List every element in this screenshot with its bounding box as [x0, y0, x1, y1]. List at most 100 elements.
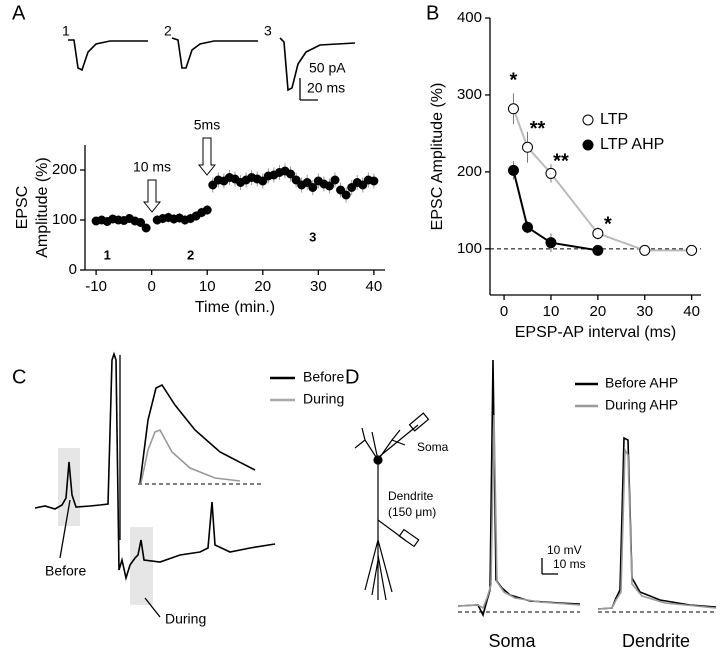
significance: **: [530, 118, 546, 140]
highlight: [130, 527, 153, 605]
x-tick-label: 30: [636, 303, 653, 320]
electrode-label: Dendrite: [388, 489, 434, 503]
annotation: 5ms: [194, 117, 220, 133]
y-axis-label: EPSC: [14, 186, 31, 230]
x-tick-label: 20: [254, 278, 271, 295]
point: [592, 244, 604, 256]
y-tick-label: 400: [457, 9, 482, 26]
x-tick-label: 20: [590, 303, 607, 320]
arrow: [142, 179, 162, 213]
significance: **: [553, 150, 569, 172]
point: [522, 141, 534, 153]
arrow: [144, 597, 161, 618]
y-tick-label: 200: [457, 163, 482, 180]
legend-label: During: [303, 391, 344, 407]
y-tick-label: 300: [457, 86, 482, 103]
trace: [140, 428, 241, 484]
legend-label: LTP: [600, 111, 628, 128]
significance: *: [510, 70, 518, 92]
point: [330, 175, 340, 185]
point: [358, 180, 368, 190]
trace: [597, 436, 717, 610]
x-tick-label: 40: [366, 278, 383, 295]
point: [136, 218, 146, 227]
point: [639, 244, 651, 256]
legend-label: LTP AHP: [600, 136, 664, 153]
trace: [457, 359, 581, 618]
point: [202, 205, 212, 215]
point: [592, 227, 604, 239]
neuron: [354, 412, 430, 601]
highlight: [58, 448, 80, 526]
arrow: [197, 137, 217, 176]
point: [545, 237, 557, 249]
arrow-label: During: [165, 611, 206, 627]
trace: [279, 37, 356, 92]
x-tick-label: 40: [683, 303, 700, 320]
arrow-label: Before: [45, 563, 86, 579]
x-tick-label: 10: [543, 303, 560, 320]
point: [141, 223, 151, 233]
x-axis-label: EPSP-AP interval (ms): [515, 324, 677, 341]
trace: [171, 37, 258, 69]
point: [686, 244, 698, 256]
significance: *: [604, 214, 612, 236]
x-tick-label: 0: [147, 278, 155, 295]
point: [291, 175, 301, 185]
point: [341, 190, 351, 200]
point: [369, 176, 379, 186]
point: [308, 183, 318, 192]
electrode-label: (150 μm): [388, 505, 436, 519]
point: [324, 181, 334, 191]
x-tick-label: 30: [310, 278, 327, 295]
panel-label: C: [12, 366, 26, 388]
scale-label: 10 mV: [547, 543, 582, 557]
annotation: 10 ms: [133, 159, 171, 175]
point: [286, 169, 296, 179]
inset-label: 1: [62, 23, 70, 39]
point: [545, 167, 557, 179]
y-tick-label: 100: [457, 240, 482, 257]
annotation: 1: [104, 247, 111, 262]
annotation: 2: [187, 247, 194, 262]
legend-label: During AHP: [605, 397, 678, 413]
trace-label: Soma: [488, 631, 536, 651]
point: [302, 178, 312, 187]
point: [347, 183, 357, 192]
legend-marker: [582, 139, 594, 151]
point: [258, 176, 268, 186]
legend-marker: [582, 114, 594, 126]
trace: [34, 351, 276, 582]
scale-label: 10 ms: [553, 557, 586, 571]
legend-label: Before AHP: [605, 375, 678, 391]
legend-label: Before: [303, 369, 344, 385]
inset-label: 3: [264, 23, 272, 39]
fit-line: [512, 170, 599, 252]
y-tick-label: 100: [52, 211, 77, 228]
point: [336, 185, 346, 195]
y-axis-label: EPSC Amplitude (%): [429, 83, 446, 231]
trace-label: Dendrite: [622, 631, 690, 651]
annotation: 3: [309, 229, 316, 244]
x-axis-label: Time (min.): [195, 299, 275, 316]
panel-label: B: [426, 2, 439, 24]
point: [208, 180, 218, 190]
x-tick-label: -10: [85, 278, 107, 295]
scale-label: 20 ms: [307, 80, 345, 96]
point: [522, 221, 534, 233]
x-tick-label: 0: [500, 303, 508, 320]
y-tick-label: 0: [69, 261, 77, 278]
panel-label: A: [12, 2, 26, 24]
panel-label: D: [345, 366, 359, 388]
y-axis-label: Amplitude (%): [34, 157, 51, 257]
arrow: [59, 499, 71, 559]
x-tick-label: 10: [199, 278, 216, 295]
inset-label: 2: [164, 23, 172, 39]
trace: [139, 383, 256, 484]
point: [507, 164, 519, 176]
point: [507, 103, 519, 115]
fit-line: [512, 108, 692, 252]
electrode-label: Soma: [417, 440, 449, 454]
trace: [68, 39, 148, 72]
